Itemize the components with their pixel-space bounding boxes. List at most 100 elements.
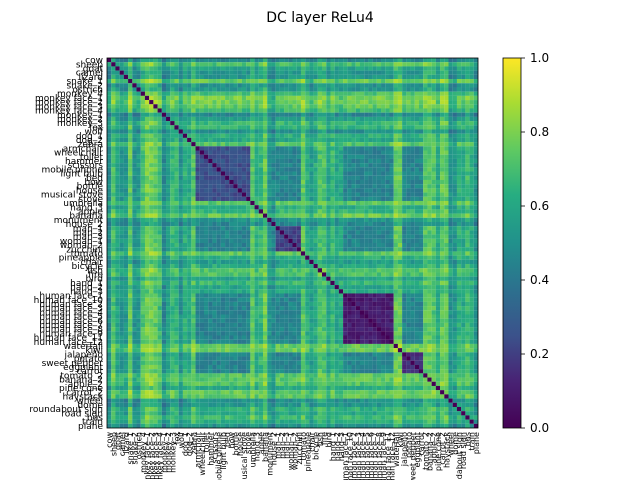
heatmap-cell xyxy=(178,184,183,189)
heatmap-cell xyxy=(448,230,453,235)
heatmap-cell xyxy=(119,293,124,298)
heatmap-cell xyxy=(271,276,276,281)
heatmap-cell xyxy=(456,95,462,101)
heatmap-cell xyxy=(397,116,403,122)
heatmap-cell xyxy=(364,188,369,193)
heatmap-cell xyxy=(132,62,137,67)
heatmap-cell xyxy=(330,79,335,84)
heatmap-cell xyxy=(372,200,377,206)
heatmap-cell xyxy=(448,200,453,206)
heatmap-cell xyxy=(132,251,137,256)
heatmap-cell xyxy=(195,91,200,96)
heatmap-cell xyxy=(347,95,352,101)
heatmap-cell xyxy=(254,112,259,117)
heatmap-cell xyxy=(123,116,129,122)
heatmap-cell xyxy=(427,125,432,130)
heatmap-cell xyxy=(174,79,179,84)
heatmap-cell xyxy=(418,247,424,252)
heatmap-cell xyxy=(359,146,365,151)
heatmap-cell xyxy=(119,154,124,159)
heatmap-cell xyxy=(473,272,479,277)
heatmap-cell xyxy=(279,243,285,248)
heatmap-cell xyxy=(418,133,424,138)
heatmap-cell xyxy=(229,221,234,227)
heatmap-cell xyxy=(275,217,280,223)
heatmap-cell xyxy=(305,66,310,71)
heatmap-cell xyxy=(456,116,462,122)
heatmap-cell xyxy=(166,137,171,143)
heatmap-cell xyxy=(317,280,323,286)
heatmap-cell xyxy=(465,133,470,138)
heatmap-cell xyxy=(406,259,411,265)
heatmap-cell xyxy=(258,112,264,117)
heatmap-cell xyxy=(246,112,251,117)
heatmap-cell xyxy=(292,188,297,193)
heatmap-cell xyxy=(423,146,428,151)
heatmap-cell xyxy=(149,221,154,227)
heatmap-cell xyxy=(208,87,213,92)
heatmap-cell xyxy=(166,179,171,185)
heatmap-cell xyxy=(250,289,255,294)
heatmap-cell xyxy=(271,196,276,201)
heatmap-cell xyxy=(187,146,192,151)
heatmap-cell xyxy=(309,95,314,101)
heatmap-cell xyxy=(203,100,209,105)
heatmap-cell xyxy=(208,104,213,109)
heatmap-cell xyxy=(355,74,361,80)
heatmap-cell xyxy=(372,234,377,239)
heatmap-cell xyxy=(161,230,167,235)
heatmap-cell xyxy=(140,108,145,113)
heatmap-cell xyxy=(178,146,183,151)
heatmap-cell xyxy=(305,255,310,260)
heatmap-cell xyxy=(347,66,352,71)
heatmap-cell xyxy=(182,192,188,197)
heatmap-cell xyxy=(161,87,167,92)
heatmap-cell xyxy=(305,238,310,244)
heatmap-cell xyxy=(334,154,339,159)
heatmap-cell xyxy=(271,95,276,101)
heatmap-cell xyxy=(216,188,221,193)
heatmap-cell xyxy=(292,66,297,71)
heatmap-cell xyxy=(161,196,167,201)
heatmap-cell xyxy=(233,95,238,101)
heatmap-cell xyxy=(305,293,310,298)
heatmap-cell xyxy=(347,100,352,105)
heatmap-cell xyxy=(119,158,124,164)
heatmap-cell xyxy=(296,243,301,248)
heatmap-cell xyxy=(258,125,264,130)
heatmap-cell xyxy=(402,226,407,231)
heatmap-cell xyxy=(241,112,247,117)
heatmap-cell xyxy=(212,100,217,105)
heatmap-cell xyxy=(435,171,441,176)
heatmap-cell xyxy=(241,213,247,218)
heatmap-cell xyxy=(305,192,310,197)
heatmap-cell xyxy=(305,234,310,239)
heatmap-cell xyxy=(212,293,217,298)
heatmap-cell xyxy=(233,213,238,218)
heatmap-cell xyxy=(262,163,268,168)
heatmap-cell xyxy=(423,209,428,214)
heatmap-cell xyxy=(123,83,129,88)
heatmap-cell xyxy=(381,217,386,223)
heatmap-cell xyxy=(225,200,230,206)
heatmap-cell xyxy=(393,163,398,168)
heatmap-cell xyxy=(317,276,323,281)
heatmap-cell xyxy=(317,133,323,138)
heatmap-cell xyxy=(157,285,162,290)
heatmap-cell xyxy=(313,121,318,126)
heatmap-cell xyxy=(140,238,145,244)
heatmap-cell xyxy=(435,66,441,71)
heatmap-cell xyxy=(461,91,466,96)
heatmap-cell xyxy=(435,62,441,67)
heatmap-cell xyxy=(174,171,179,176)
heatmap-cell xyxy=(397,192,403,197)
heatmap-cell xyxy=(427,100,432,105)
heatmap-cell xyxy=(456,171,462,176)
heatmap-cell xyxy=(385,137,390,143)
heatmap-cell xyxy=(115,142,120,147)
heatmap-cell xyxy=(119,112,124,117)
heatmap-cell xyxy=(309,167,314,172)
heatmap-cell xyxy=(292,116,297,122)
heatmap-cell xyxy=(444,121,449,126)
heatmap-cell xyxy=(444,192,449,197)
